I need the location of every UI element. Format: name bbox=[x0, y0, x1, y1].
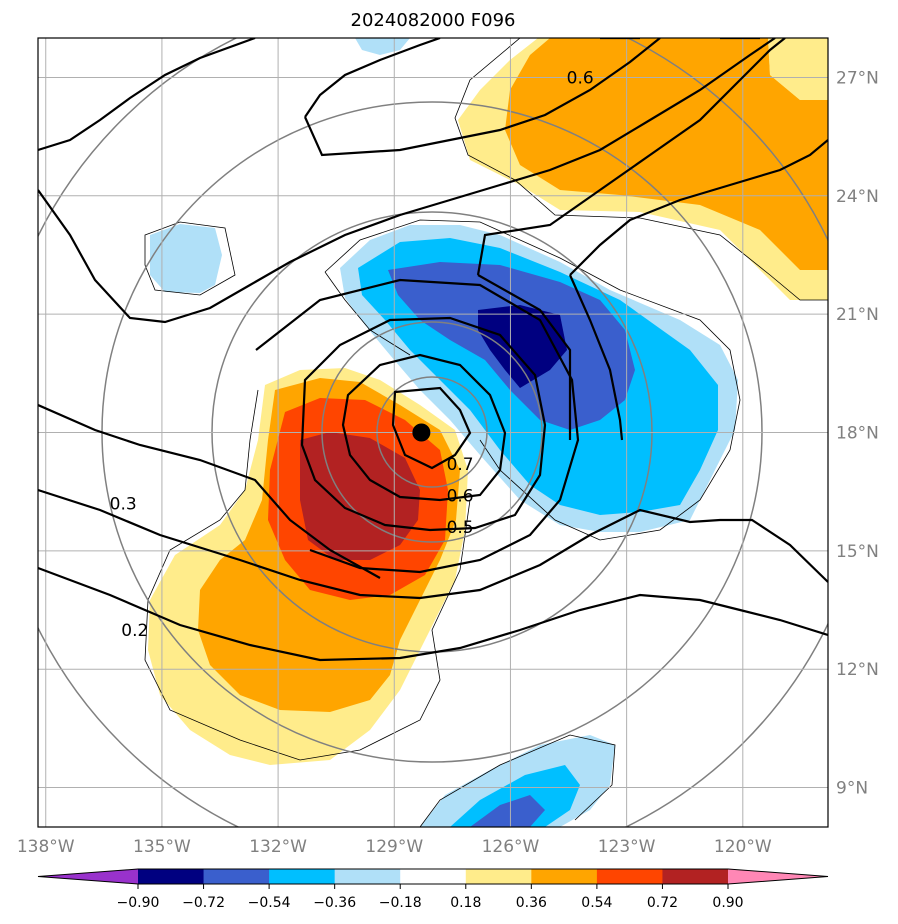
contour-02 bbox=[38, 566, 828, 662]
contour-04b bbox=[38, 403, 381, 579]
lon-tick-label: 138°W bbox=[17, 837, 75, 857]
lat-tick-label: 27°N bbox=[836, 68, 879, 88]
plot-frame bbox=[37, 37, 829, 828]
contour-label: 0.6 bbox=[567, 68, 594, 88]
lat-tick-label: 12°N bbox=[836, 660, 879, 680]
contour-06-east bbox=[477, 274, 572, 440]
contour-label: 0.2 bbox=[121, 621, 148, 641]
contour-05-north bbox=[304, 38, 441, 118]
lon-tick-label: 129°W bbox=[365, 837, 423, 857]
fill-neg-blob-west bbox=[150, 224, 222, 293]
colorbar-segment bbox=[531, 869, 598, 884]
lon-tick-label: 126°W bbox=[482, 837, 540, 857]
fill-ne-054 bbox=[505, 38, 828, 270]
contour-07-east2 bbox=[568, 274, 624, 441]
colorbar-extend-max bbox=[728, 869, 828, 884]
line-contours bbox=[38, 38, 828, 662]
fill-neg-072 bbox=[478, 305, 567, 388]
colorbar-segment bbox=[400, 869, 467, 884]
lon-tick-label: 123°W bbox=[598, 837, 656, 857]
colorbar-segment bbox=[138, 869, 205, 884]
fill-neg-south-036 bbox=[450, 765, 580, 827]
filled-contours bbox=[148, 38, 828, 827]
colorbar-tick-label: −0.54 bbox=[248, 895, 291, 911]
contour-label: 0.5 bbox=[447, 518, 474, 538]
fill-sw-072 bbox=[300, 432, 420, 560]
lat-tick-label: 15°N bbox=[836, 542, 879, 562]
latitude-tick-labels: 9°N 12°N 15°N 18°N 21°N 24°N 27°N bbox=[836, 68, 879, 798]
map-plot-area: 0.7 0.6 0.5 0.6 0.3 0.2 bbox=[38, 38, 828, 827]
colorbar-tick-label: 0.90 bbox=[712, 895, 743, 911]
colorbar-tick-label: 0.54 bbox=[581, 895, 612, 911]
fill-neg-blob-north bbox=[355, 38, 410, 55]
colorbar-tick-label: 0.72 bbox=[647, 895, 678, 911]
contour-07-east bbox=[569, 139, 828, 276]
colorbar-segment bbox=[203, 869, 270, 884]
contour-05-north2 bbox=[303, 38, 661, 157]
chart-title: 2024082000 F096 bbox=[351, 10, 516, 31]
contour-label: 0.6 bbox=[447, 487, 474, 507]
contour-label: 0.7 bbox=[447, 455, 474, 475]
colorbar-segment bbox=[269, 869, 336, 884]
colorbar: −0.90 −0.72 −0.54 −0.36 −0.18 0.18 0.36 0.54 0.7… bbox=[37, 868, 829, 911]
colorbar-tick-label: −0.18 bbox=[379, 895, 422, 911]
colorbar-tick-label: −0.90 bbox=[117, 895, 160, 911]
contour-05-east bbox=[476, 38, 786, 276]
thin-outline-center bbox=[324, 219, 741, 541]
grid-lines bbox=[38, 38, 828, 827]
lat-tick-label: 21°N bbox=[836, 305, 879, 325]
colorbar-segment bbox=[334, 869, 401, 884]
contour-04-north bbox=[38, 38, 776, 324]
contour-03 bbox=[38, 488, 828, 600]
lat-tick-label: 9°N bbox=[836, 779, 868, 799]
contour-04 bbox=[255, 278, 580, 574]
thin-outline-sw bbox=[324, 271, 411, 356]
thin-outline-sw-pos bbox=[144, 389, 471, 761]
lon-tick-label: 135°W bbox=[133, 837, 191, 857]
thin-outline-ne bbox=[454, 38, 828, 301]
contour-label: 0.3 bbox=[110, 495, 137, 515]
lon-tick-label: 132°W bbox=[249, 837, 307, 857]
lat-tick-label: 24°N bbox=[836, 187, 879, 207]
storm-center-marker bbox=[412, 423, 431, 442]
colorbar-tick-label: 0.36 bbox=[516, 895, 547, 911]
colorbar-segment bbox=[596, 869, 663, 884]
colorbar-segment bbox=[465, 869, 532, 884]
thin-outline-contours bbox=[144, 38, 828, 827]
lat-tick-label: 18°N bbox=[836, 424, 879, 444]
longitude-tick-labels: 138°W 135°W 132°W 129°W 126°W 123°W 120°W bbox=[17, 837, 772, 857]
fill-neg-south-054 bbox=[470, 795, 545, 827]
colorbar-tick-label: −0.72 bbox=[182, 895, 225, 911]
thin-outline-south bbox=[419, 734, 616, 827]
colorbar-tick-label: −0.36 bbox=[313, 895, 356, 911]
thin-outline-blob bbox=[144, 221, 236, 296]
contour-07 bbox=[391, 386, 472, 470]
lon-tick-label: 120°W bbox=[714, 837, 772, 857]
contour-05 bbox=[300, 316, 547, 532]
colorbar-tick-label: 0.18 bbox=[450, 895, 481, 911]
colorbar-extend-min bbox=[38, 869, 138, 884]
contour-03-upper bbox=[38, 38, 256, 152]
contour-06 bbox=[341, 353, 507, 502]
colorbar-segment bbox=[662, 869, 729, 884]
contour-labels: 0.7 0.6 0.5 0.6 0.3 0.2 bbox=[110, 68, 594, 641]
fill-ne-036-patch bbox=[768, 38, 828, 100]
